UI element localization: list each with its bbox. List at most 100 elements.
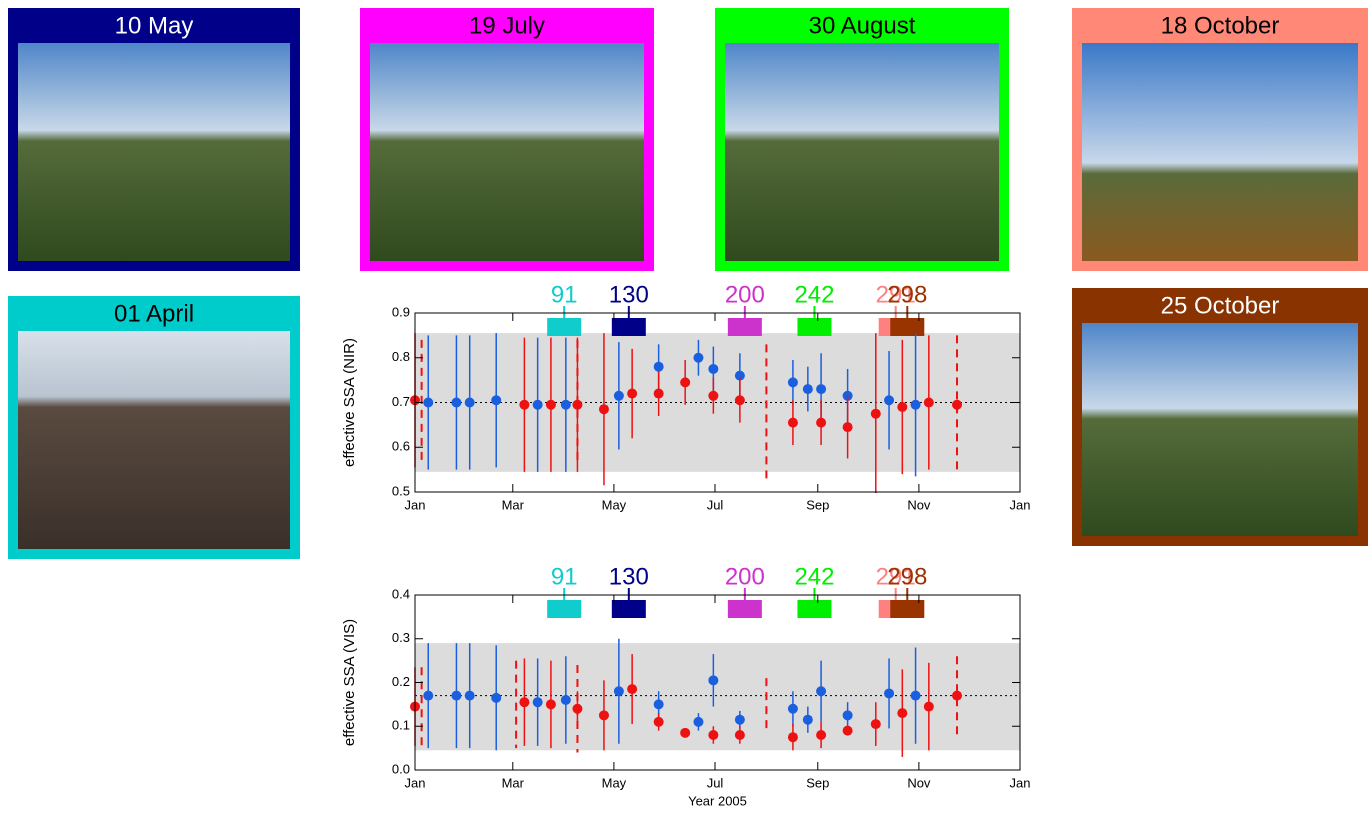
mask [413, 493, 1022, 533]
marker-label: 242 [794, 563, 834, 590]
point [423, 397, 434, 408]
y-axis-label: effective SSA (VIS) [341, 619, 358, 746]
y-tick-label: 0.3 [392, 630, 410, 645]
point [842, 710, 853, 721]
photo [18, 331, 290, 549]
point [884, 688, 895, 699]
point [653, 388, 664, 399]
point [613, 686, 624, 697]
point [572, 399, 583, 410]
point [734, 714, 745, 725]
point [708, 675, 719, 686]
point [491, 692, 502, 703]
point [464, 397, 475, 408]
x-tick-label: Jan [1010, 775, 1031, 790]
marker-box [890, 318, 925, 336]
marker-label: 91 [551, 281, 578, 308]
photo-label: 01 April [114, 300, 194, 327]
marker-box [727, 600, 762, 618]
marker-box [727, 318, 762, 336]
y-tick-label: 0.0 [392, 761, 410, 776]
point [545, 399, 556, 410]
point [842, 422, 853, 433]
point [613, 390, 624, 401]
point [816, 417, 827, 428]
point [816, 686, 827, 697]
x-tick-label: Nov [907, 497, 931, 512]
marker-box [611, 318, 646, 336]
point [464, 690, 475, 701]
point [532, 697, 543, 708]
point [897, 708, 908, 719]
y-tick-label: 0.1 [392, 718, 410, 733]
marker-label: 291 [876, 281, 916, 308]
point [923, 701, 934, 712]
point [653, 361, 664, 372]
photo [370, 43, 644, 261]
marker-label: 298 [887, 563, 927, 590]
photo-label: 18 October [1161, 12, 1280, 39]
marker-label: 130 [609, 281, 649, 308]
marker-box [797, 600, 832, 618]
marker-box [547, 600, 582, 618]
point [870, 408, 881, 419]
x-tick-label: Jul [707, 497, 724, 512]
point [680, 727, 691, 738]
point [708, 730, 719, 740]
photo [1082, 43, 1358, 261]
marker-box [890, 600, 925, 618]
point [787, 377, 798, 388]
point [532, 399, 543, 410]
point [451, 690, 462, 701]
point [693, 716, 704, 727]
marker-label: 200 [725, 281, 765, 308]
x-axis-label: Year 2005 [688, 793, 747, 808]
marker-box [797, 318, 832, 336]
point [787, 417, 798, 428]
marker-label: 91 [551, 563, 578, 590]
point [897, 401, 908, 412]
point [952, 690, 963, 701]
point [884, 395, 895, 406]
y-tick-label: 0.5 [392, 483, 410, 498]
y-tick-label: 0.7 [392, 394, 410, 409]
point [545, 699, 556, 710]
photo [1082, 323, 1358, 536]
y-tick-label: 0.9 [392, 304, 410, 319]
point [598, 710, 609, 721]
x-tick-label: May [602, 775, 627, 790]
x-tick-label: Jan [1010, 497, 1031, 512]
point [802, 714, 813, 725]
point [491, 395, 502, 406]
point [802, 384, 813, 395]
point [451, 397, 462, 408]
point [734, 395, 745, 406]
point [653, 699, 664, 710]
point [816, 730, 827, 740]
photo-label: 30 August [809, 12, 916, 39]
marker-label: 298 [887, 281, 927, 308]
point [598, 404, 609, 415]
point [519, 399, 530, 410]
y-tick-label: 0.2 [392, 674, 410, 689]
point [734, 730, 745, 740]
point [680, 377, 691, 388]
point [787, 703, 798, 714]
point [560, 399, 571, 410]
x-tick-label: Jan [405, 775, 426, 790]
x-tick-label: Jan [405, 497, 426, 512]
point [842, 725, 853, 736]
photo-label: 25 October [1161, 292, 1280, 319]
marker-label: 291 [876, 563, 916, 590]
photo [18, 43, 290, 261]
y-tick-label: 0.8 [392, 349, 410, 364]
point [910, 690, 921, 701]
point [923, 397, 934, 408]
photo [725, 43, 999, 261]
x-tick-label: May [602, 497, 627, 512]
point [423, 690, 434, 701]
y-axis-label: effective SSA (NIR) [341, 338, 358, 467]
marker-box [611, 600, 646, 618]
point [693, 352, 704, 363]
